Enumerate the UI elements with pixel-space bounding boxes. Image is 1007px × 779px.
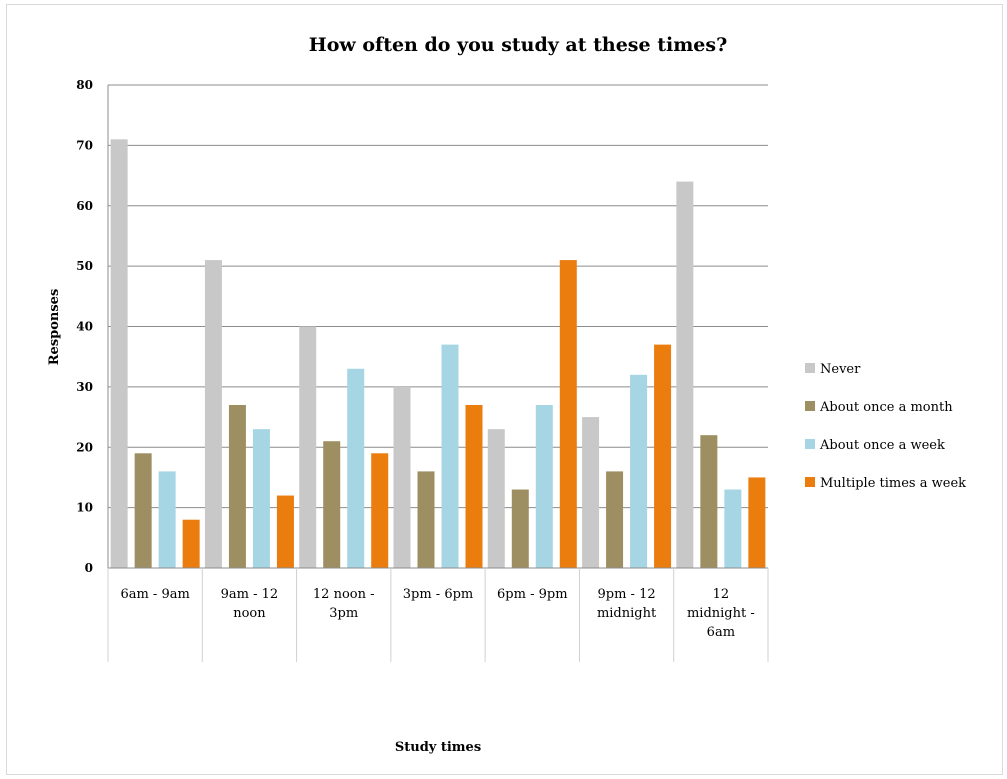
y-axis-ticks: 0 10 20 30 40 50 60 70 80 [76, 78, 93, 575]
legend-label: Never [820, 362, 861, 377]
bar [606, 471, 624, 568]
category-label: 6am - 9am [120, 587, 189, 602]
y-tick-label: 60 [76, 199, 93, 213]
category-label: 6am [707, 625, 735, 640]
y-tick-label: 10 [76, 501, 93, 515]
legend-label: About once a week [819, 438, 945, 453]
bar [110, 139, 128, 568]
bar [559, 260, 577, 568]
category-label: 3pm - 6pm [403, 587, 474, 602]
legend-swatch [805, 439, 815, 449]
legend-swatch [805, 363, 815, 373]
bar [700, 435, 718, 568]
category-label: 3pm [329, 606, 358, 621]
bar [654, 344, 672, 568]
axes [107, 85, 769, 662]
chart-title: How often do you study at these times? [309, 34, 727, 56]
legend-swatch [805, 477, 815, 487]
bar [465, 404, 483, 568]
category-label: midnight [597, 606, 657, 621]
category-label: 6pm - 9pm [497, 587, 568, 602]
y-tick-label: 20 [76, 440, 93, 454]
bar [228, 404, 246, 568]
bar [371, 453, 389, 568]
bar [630, 374, 648, 568]
bar [158, 471, 176, 568]
category-label: noon [233, 606, 266, 621]
bar [748, 477, 766, 568]
bar [582, 417, 600, 568]
y-tick-label: 0 [85, 561, 93, 575]
category-label: 12 noon - [313, 587, 375, 602]
bar [323, 441, 341, 568]
x-axis-categories: 6am - 9am 9am - 12 noon 12 noon - 3pm 3pm - 6… [120, 587, 754, 640]
legend-label: Multiple times a week [820, 476, 966, 491]
bar [535, 404, 553, 568]
y-tick-label: 50 [76, 259, 93, 273]
legend-swatch [805, 401, 815, 411]
bar [511, 489, 529, 568]
category-label: 9am - 12 [221, 587, 279, 602]
bar [204, 260, 222, 568]
y-axis-label: Responses [47, 289, 62, 366]
bars [110, 139, 766, 568]
y-tick-label: 80 [76, 78, 93, 92]
bar [676, 181, 694, 568]
bar [393, 386, 411, 568]
bar [134, 453, 152, 568]
y-tick-label: 70 [76, 138, 93, 152]
y-tick-label: 30 [76, 380, 93, 394]
category-label: 9pm - 12 [598, 587, 656, 602]
legend: Never About once a month About once a week… [805, 362, 966, 491]
bar [347, 368, 365, 568]
bar [182, 519, 200, 568]
y-tick-label: 40 [76, 320, 93, 334]
bar [299, 326, 317, 568]
category-label: 12 [713, 587, 730, 602]
bar [487, 429, 505, 568]
chart-frame [6, 4, 1003, 775]
bar [441, 344, 459, 568]
category-label: midnight - [687, 606, 755, 621]
bar [417, 471, 435, 568]
bar [252, 429, 270, 568]
legend-label: About once a month [819, 400, 953, 415]
x-axis-label: Study times [395, 740, 481, 755]
bar [724, 489, 742, 568]
bar [276, 495, 294, 568]
